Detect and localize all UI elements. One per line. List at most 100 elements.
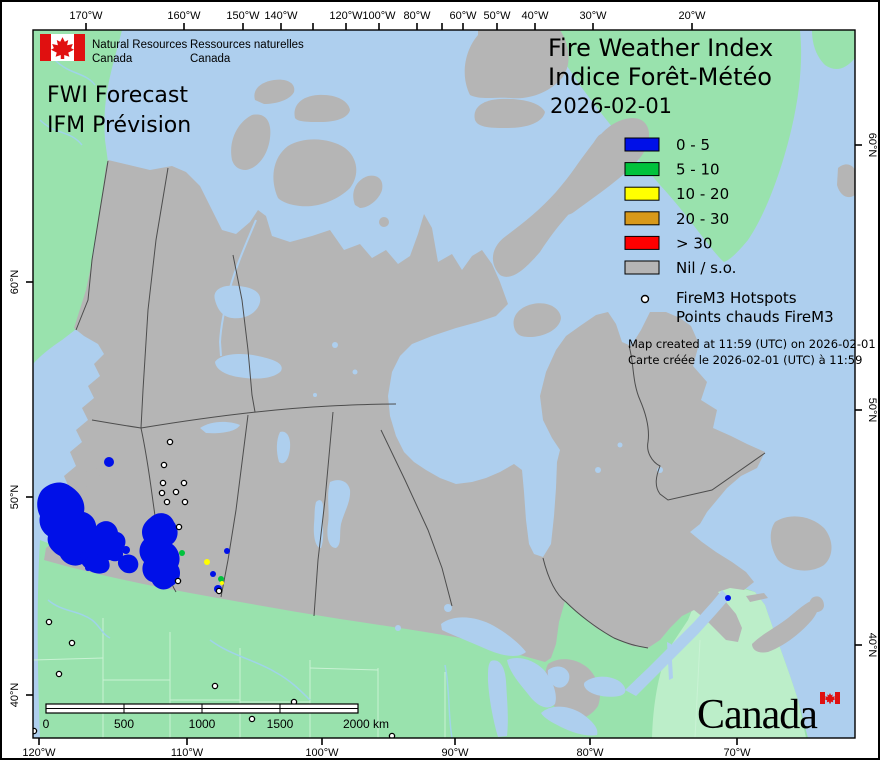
fwi-dot-blue: [85, 565, 91, 571]
axis-left: 60°N 50°N 40°N: [9, 270, 33, 708]
created-fr: Carte créée le 2026-02-01 (UTC) à 11:59: [628, 353, 862, 367]
legend-item-30plus: > 30: [624, 234, 712, 252]
scale-2000: 2000 km: [343, 717, 389, 731]
index-title-date: 2026-02-01: [550, 94, 672, 118]
fwi-dot-blue: [104, 457, 114, 467]
hotspot-marker: [181, 498, 189, 506]
fwi-dot-yellow: [204, 559, 210, 565]
island-somerset: [353, 175, 383, 208]
tick-label-top: 80°W: [403, 10, 431, 22]
reindeer-lake: [276, 431, 291, 464]
legend-label-hotspots-en: FireM3 Hotspots: [676, 289, 797, 307]
legend-item-5-10: 5 - 10: [624, 161, 720, 179]
legend: 0 - 5 5 - 10 10 - 20 20 - 30 > 30 Nil / …: [624, 136, 834, 326]
hotspot-marker: [33, 727, 38, 735]
legend-item-10-20: 10 - 20: [624, 185, 729, 203]
scale-1000: 1000: [189, 717, 216, 731]
nrcan-signature: Natural Resources Canada Ressources natu…: [40, 34, 304, 65]
island-melville: [294, 94, 350, 122]
tick-label-top: 150°W: [226, 10, 260, 22]
wordmark-flag-icon: [820, 692, 840, 704]
tick-label-top: 170°W: [69, 10, 103, 22]
legend-label-30plus: > 30: [676, 234, 712, 252]
hotspot-marker: [45, 618, 53, 626]
forecast-title-fr: IFM Prévision: [47, 113, 191, 138]
tick-label-bottom: 70°W: [723, 747, 751, 759]
hotspot-marker: [159, 479, 167, 487]
mackenzie-river: [218, 219, 257, 357]
tick-label-top: 120°W: [329, 10, 363, 22]
lake-champlain: [667, 642, 673, 680]
flag-bar-left: [40, 34, 51, 61]
hotspot-marker: [163, 498, 171, 506]
georgian-bay: [547, 666, 570, 688]
legend-swatch-red: [624, 235, 660, 250]
provincial-borders: [75, 160, 766, 649]
hotspot-marker: [166, 438, 174, 446]
lake-nipigon: [444, 604, 452, 612]
forecast-title-en: FWI Forecast: [47, 83, 188, 108]
pei: [746, 593, 768, 602]
created-en: Map created at 11:59 (UTC) on 2026-02-01: [628, 337, 876, 351]
island-ellesmere: [464, 30, 569, 99]
fwi-dot-blue: [725, 595, 731, 601]
lake-athabasca: [200, 421, 240, 434]
land-alaska: [33, 30, 122, 364]
legend-label-10-20: 10 - 20: [676, 185, 729, 203]
hotspot-marker: [175, 523, 183, 531]
fwi-dot-yellow: [220, 581, 224, 585]
great-slave-lake: [215, 354, 282, 379]
nova-scotia: [752, 600, 819, 653]
tick-label-bottom: 120°W: [22, 747, 56, 759]
sig-fr-1: Ressources naturelles: [190, 39, 304, 51]
land-new-england: [652, 585, 806, 738]
lake-of-the-woods: [395, 625, 401, 631]
tick-label-top: 20°W: [678, 10, 706, 22]
lake-winnipeg: [327, 480, 351, 548]
legend-swatch-blue: [624, 137, 660, 152]
lake-ontario: [583, 676, 626, 697]
tick-label-bottom: 110°W: [171, 747, 204, 759]
tick-label-top: 30°W: [579, 10, 607, 22]
fwi-patch-ab: [139, 513, 180, 590]
tick-label-top: 60°W: [449, 10, 477, 22]
sig-en-1: Natural Resources: [92, 39, 187, 51]
tick-label-right: 50°N: [866, 398, 878, 423]
hotspot-marker: [160, 461, 168, 469]
map-frame: [32, 29, 856, 739]
legend-label-5-10: 5 - 10: [676, 161, 720, 179]
fwi-dot-green: [218, 576, 224, 582]
tick-label-right: 60°N: [866, 133, 878, 158]
fwi-dot-blue: [122, 546, 130, 554]
legend-item-hotspots: FireM3 Hotspots Points chauds FireM3: [640, 289, 834, 326]
arctic-islands: [85, 30, 855, 720]
map-area: [33, 30, 855, 738]
hotspot-marker: [158, 489, 166, 497]
us-state-lines: [33, 618, 701, 738]
lakes: [200, 285, 730, 737]
fwi-patch-bc-2: [93, 521, 126, 562]
axis-top: 170°W 160°W 150°W 140°W 120°W 100°W 80°W 60°W 50…: [69, 10, 706, 30]
island-banks: [231, 114, 271, 170]
tick-label-left: 40°N: [9, 683, 21, 708]
island-king-william: [379, 217, 389, 227]
island-devon: [474, 98, 545, 128]
legend-label-hotspots-fr: Points chauds FireM3: [676, 308, 834, 326]
tick-label-top: 100°W: [362, 10, 396, 22]
index-title-fr: Indice Forêt-Météo: [548, 63, 772, 91]
wordmark-text: Canada: [697, 692, 818, 738]
tick-label-bottom: 100°W: [305, 747, 339, 759]
tick-label-bottom: 90°W: [441, 747, 469, 759]
hotspot-marker: [180, 479, 188, 487]
index-title-en: Fire Weather Index: [548, 34, 773, 62]
great-bear-lake: [214, 285, 261, 319]
land-greenland: [545, 30, 802, 262]
tick-label-right: 40°N: [866, 633, 878, 658]
legend-item-20-30: 20 - 30: [624, 210, 729, 228]
hotspot-marker: [248, 715, 256, 723]
legend-label-nil: Nil / s.o.: [676, 259, 736, 277]
tick-label-left: 50°N: [9, 485, 21, 510]
hotspot-marker: [55, 670, 63, 678]
legend-label-0-5: 0 - 5: [676, 136, 710, 154]
